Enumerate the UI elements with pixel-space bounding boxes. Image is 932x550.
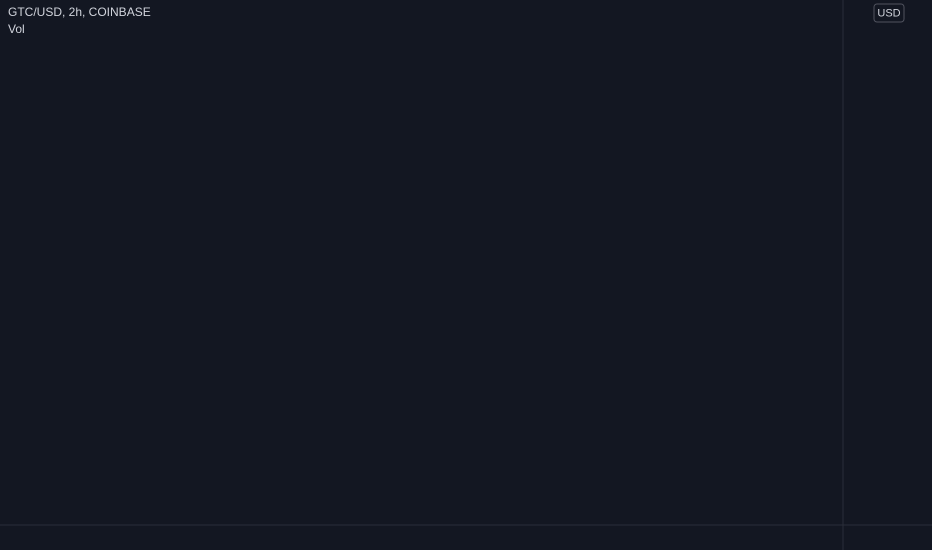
chart-title: GTC/USD, 2h, COINBASE: [8, 5, 151, 19]
volume-label: Vol: [8, 22, 25, 36]
currency-label[interactable]: USD: [877, 7, 900, 19]
currency-button[interactable]: [873, 3, 905, 23]
